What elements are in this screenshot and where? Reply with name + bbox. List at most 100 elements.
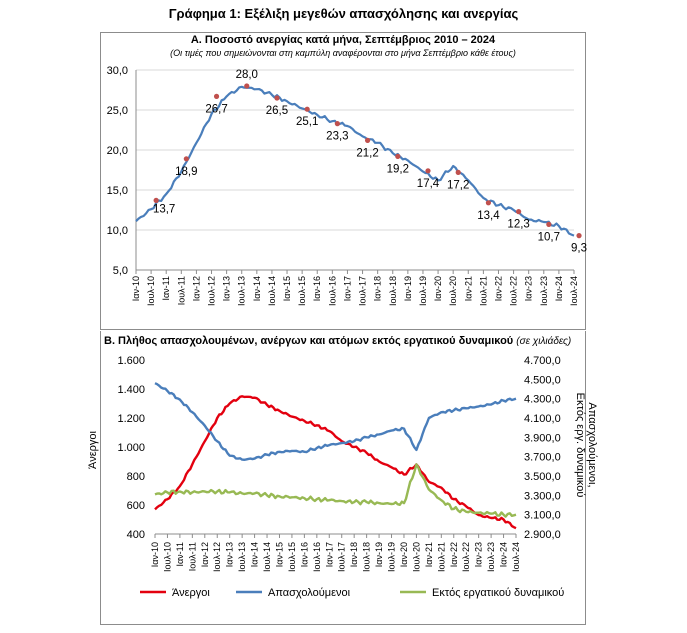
chart-a-september-marker xyxy=(183,156,189,162)
chart-a-x-tick: Ιαν-21 xyxy=(463,276,473,301)
chart-a-september-marker xyxy=(244,83,250,89)
chart-b-y-tick: 800 xyxy=(127,471,145,483)
chart-b-x-tick: Ιουλ-16 xyxy=(312,542,322,572)
chart-b-x-tick: Ιαν-12 xyxy=(200,542,210,567)
chart-a-september-marker xyxy=(425,168,431,174)
chart-a-september-marker xyxy=(213,93,220,99)
chart-a-x-tick: Ιαν-13 xyxy=(222,276,232,301)
chart-a-x-tick: Ιαν-23 xyxy=(524,276,534,301)
chart-a-data-label: 28,0 xyxy=(236,69,258,81)
chart-a-september-marker xyxy=(516,209,522,215)
chart-a-x-tick: Ιουλ-12 xyxy=(207,276,217,306)
chart-b-x-tick: Ιουλ-24 xyxy=(511,542,521,572)
chart-a-x-tick: Ιουλ-19 xyxy=(418,276,428,306)
chart-b-x-tick: Ιαν-24 xyxy=(499,542,509,567)
chart-b-y2-label-line2: Εκτός εργ. δυναμικού xyxy=(574,393,586,498)
chart-b-x-tick: Ιουλ-10 xyxy=(162,542,172,572)
chart-b-unit-note: (σε χιλιάδες) xyxy=(516,336,572,347)
chart-b-series-line-2 xyxy=(154,382,517,461)
chart-a-data-label: 21,2 xyxy=(356,147,378,159)
chart-a-x-tick: Ιουλ-15 xyxy=(297,276,307,306)
chart-a-x-tick: Ιαν-24 xyxy=(554,276,564,301)
chart-a-x-tick: Ιαν-20 xyxy=(433,276,443,301)
chart-a-september-marker xyxy=(304,106,310,112)
chart-b-legend-label: Εκτός εργατικού δυναμικού xyxy=(432,587,564,599)
chart-b-x-tick: Ιουλ-17 xyxy=(337,542,347,572)
chart-b-y-label: Άνεργοι xyxy=(87,431,99,469)
chart-a-september-marker xyxy=(334,121,340,127)
chart-a-september-marker xyxy=(395,153,401,159)
chart-b-x-tick: Ιαν-13 xyxy=(225,542,235,567)
chart-a-x-tick: Ιαν-19 xyxy=(403,276,413,301)
chart-b-x-tick: Ιαν-15 xyxy=(274,542,284,567)
chart-b-y2-tick: 2.900,0 xyxy=(524,529,561,541)
chart-b-x-tick: Ιαν-23 xyxy=(474,542,484,567)
chart-b-x-tick: Ιουλ-19 xyxy=(387,542,397,572)
chart-a-data-label: 25,1 xyxy=(296,116,318,128)
chart-a-x-tick: Ιαν-18 xyxy=(373,276,383,301)
chart-a-data-label: 26,7 xyxy=(205,103,227,115)
chart-b-x-tick: Ιουλ-14 xyxy=(262,542,272,572)
chart-a-y-tick: 15,0 xyxy=(107,185,128,197)
chart-a-data-label: 17,4 xyxy=(417,178,440,190)
chart-b-y-tick: 1.400 xyxy=(117,384,145,396)
chart-b-x-tick: Ιουλ-11 xyxy=(187,542,197,571)
chart-a-svg: 5,0 10,0 15,0 20,0 25,0 30,0 Ιαν-10 Ιουλ-10 Ιαν-… xyxy=(107,65,587,306)
chart-a-september-marker xyxy=(153,197,159,203)
chart-b-y-tick: 600 xyxy=(127,500,145,512)
panel-b-frame xyxy=(100,331,586,625)
chart-b-y2-tick: 4.500,0 xyxy=(524,374,561,386)
chart-a-data-label: 18,9 xyxy=(175,166,197,178)
chart-b-x-tick: Ιουλ-15 xyxy=(287,542,297,572)
chart-b-y-tick: 400 xyxy=(127,529,145,541)
chart-b-y2-tick: 3.900,0 xyxy=(524,432,561,444)
chart-b-x-tick: Ιαν-14 xyxy=(250,542,260,567)
panel-a-frame xyxy=(100,32,586,330)
chart-b-x-tick: Ιουλ-21 xyxy=(436,542,446,572)
chart-a-data-label: 19,2 xyxy=(387,163,409,175)
chart-a-x-tick: Ιουλ-18 xyxy=(388,276,398,306)
chart-a-data-label: 17,2 xyxy=(447,179,469,191)
chart-a-y-tick: 20,0 xyxy=(107,145,128,157)
chart-a-data-label: 9,3 xyxy=(571,243,587,255)
chart-a-september-marker xyxy=(485,200,492,206)
chart-a-data-label: 13,7 xyxy=(153,203,175,215)
chart-a-september-marker xyxy=(274,95,280,101)
chart-b-y-tick: 1.000 xyxy=(117,442,145,454)
chart-a-x-tick: Ιαν-16 xyxy=(312,276,322,301)
chart-a-data-label: 13,4 xyxy=(477,210,500,222)
chart-b-y-tick: 1.600 xyxy=(117,355,145,367)
chart-a-y-tick: 10,0 xyxy=(107,225,128,237)
chart-a-x-tick: Ιουλ-21 xyxy=(478,276,488,306)
chart-a-x-tick: Ιουλ-22 xyxy=(509,276,519,306)
chart-a-x-tick: Ιουλ-13 xyxy=(237,276,247,306)
chart-a-x-tick: Ιουλ-23 xyxy=(539,276,549,306)
chart-b-x-tick: Ιαν-21 xyxy=(424,542,434,567)
chart-a-data-label: 26,5 xyxy=(266,105,288,117)
chart-b-x-tick: Ιουλ-12 xyxy=(212,542,222,572)
chart-b-x-tick: Ιαν-19 xyxy=(374,542,384,567)
chart-a-data-label: 12,3 xyxy=(507,219,529,231)
chart-a-september-marker xyxy=(546,221,552,227)
chart-b-series-line-1 xyxy=(154,395,517,530)
chart-a-series-line xyxy=(135,85,575,237)
chart-a-x-tick: Ιουλ-17 xyxy=(358,276,368,306)
chart-b-y-tick: 1.200 xyxy=(117,413,145,425)
chart-a-september-marker xyxy=(364,137,371,143)
chart-b-y2-tick: 3.500,0 xyxy=(524,471,561,483)
chart-b-x-tick: Ιουλ-20 xyxy=(411,542,421,572)
chart-b-x-tick: Ιαν-10 xyxy=(150,542,160,567)
chart-b-legend-label: Άνεργοι xyxy=(172,587,210,599)
chart-a-september-marker xyxy=(576,233,582,239)
chart-b-y2-tick: 4.300,0 xyxy=(524,394,561,406)
chart-b-x-tick: Ιουλ-13 xyxy=(237,542,247,572)
chart-a-x-tick: Ιαν-11 xyxy=(161,276,171,301)
chart-a-x-tick: Ιαν-10 xyxy=(131,276,141,301)
chart-b-x-tick: Ιαν-16 xyxy=(299,542,309,567)
chart-a-subtitle: (Οι τιμές που σημειώνονται στη καμπύλη α… xyxy=(170,48,516,58)
chart-b-x-tick: Ιαν-11 xyxy=(175,542,185,567)
chart-a-y-tick: 30,0 xyxy=(107,65,128,77)
chart-b-x-tick: Ιουλ-18 xyxy=(362,542,372,572)
chart-a-x-tick: Ιαν-12 xyxy=(191,276,201,301)
